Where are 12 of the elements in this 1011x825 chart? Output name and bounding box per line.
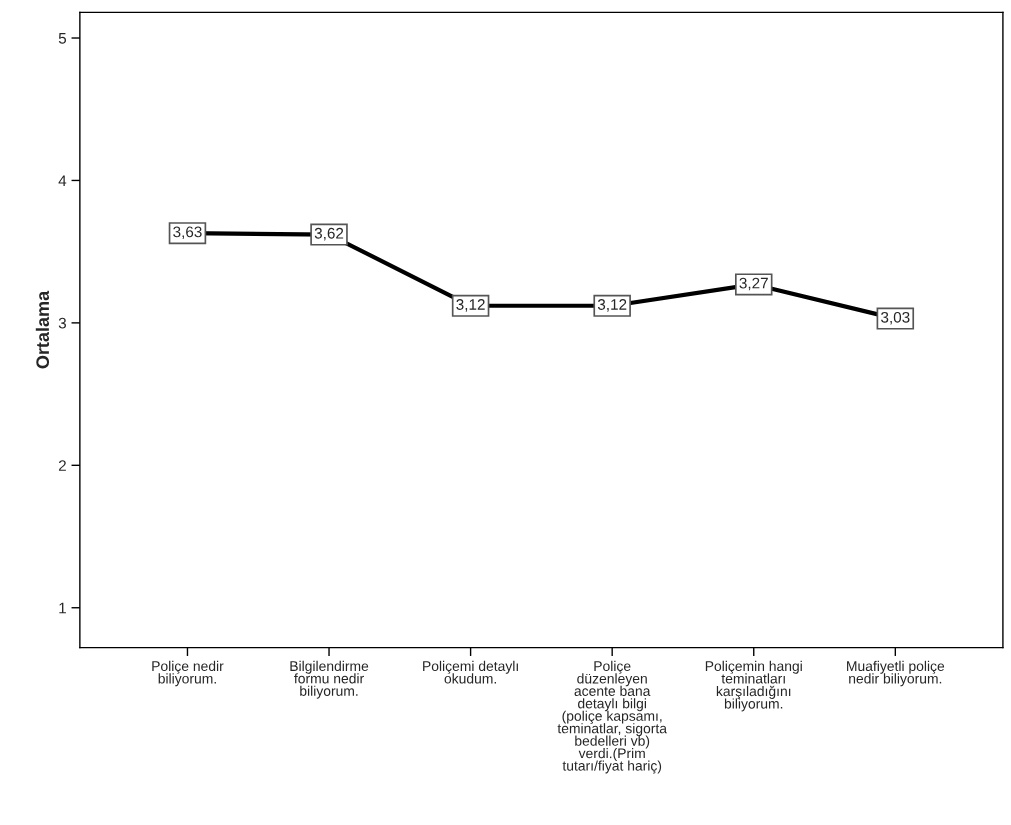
y-tick-label: 4 xyxy=(58,175,67,186)
x-tick-label: Bilgilendirme formu nedir biliyorum. xyxy=(290,660,369,699)
y-axis-title: Ortalama xyxy=(35,290,50,369)
y-tick-label: 5 xyxy=(58,33,67,44)
y-tick-label: 1 xyxy=(59,602,66,614)
category-label: Poliçe düzenleyen acente bana detaylı bilgi (poliçe kapsamı, teminatlar, sigorta bedelleri vb) verdi.(Prim tutarı/fiyat hariç) xyxy=(557,660,667,774)
y-tick-label: 2 xyxy=(58,460,66,471)
y-tick-label: 3 xyxy=(58,317,66,329)
x-tick-label: Muafiyetli poliçe nedir biliyorum. xyxy=(847,660,945,687)
x-tick-label: Poliçemi detaylı okudum. xyxy=(423,660,518,684)
x-tick-label: Poliçe nedir biliyorum. xyxy=(152,660,224,687)
x-tick-label: Poliçemin hangi teminatları karşıladığını biliyorum. xyxy=(705,660,802,712)
